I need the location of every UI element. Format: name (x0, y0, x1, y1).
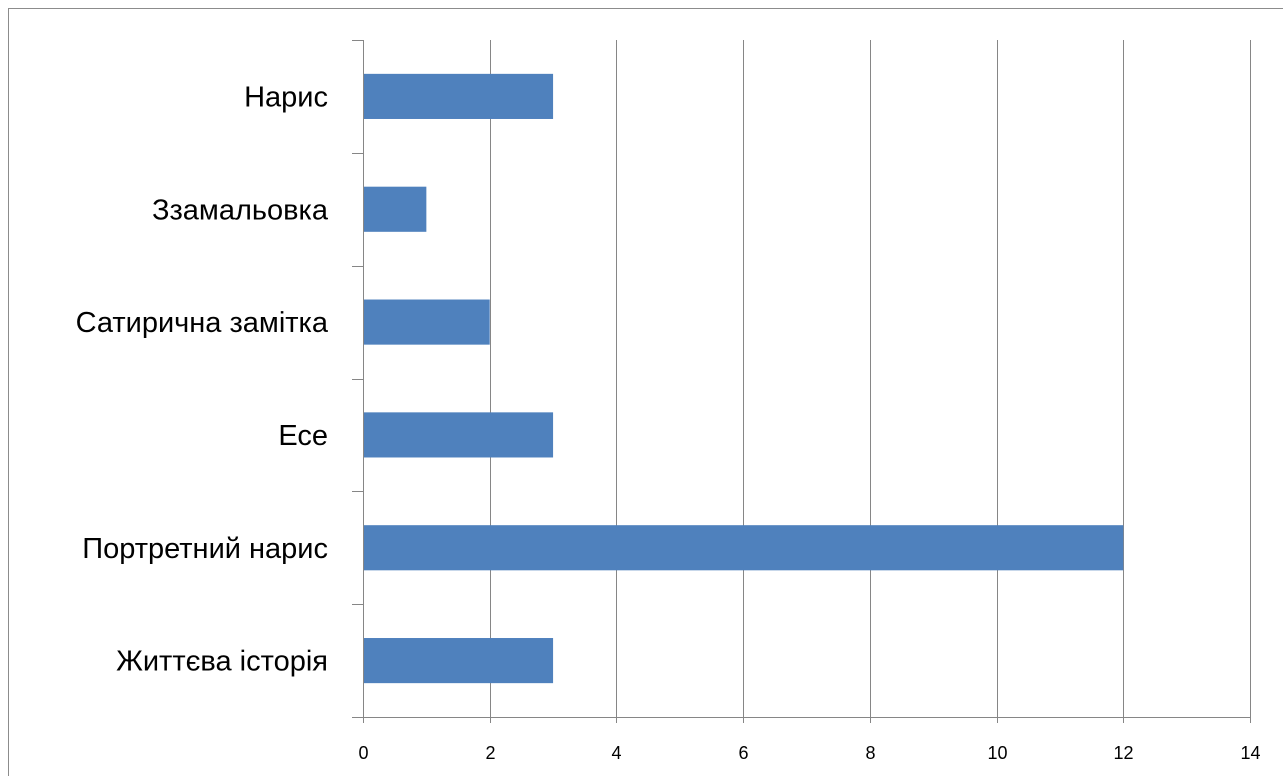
x-tick-label-4: 4 (611, 743, 621, 763)
bar-6 (364, 73, 554, 119)
category-label-1: Життєва історія (116, 646, 328, 678)
category-label-4: Сатирична замітка (76, 307, 329, 339)
x-tick-label-6: 6 (738, 743, 748, 763)
x-tick-labels: 0 2 4 6 8 10 12 14 (358, 743, 1260, 763)
axes (352, 40, 1251, 723)
category-label-3: Есе (278, 420, 328, 452)
bars (364, 73, 1124, 684)
bar-1 (364, 638, 554, 684)
x-tick-label-12: 12 (1113, 743, 1133, 763)
gridlines (490, 40, 1251, 717)
category-label-5: Ззамальовка (152, 194, 329, 226)
chart-frame (8, 8, 1283, 776)
x-tick-label-2: 2 (485, 743, 495, 763)
bar-2 (364, 525, 1124, 571)
bar-4 (364, 299, 490, 345)
x-tick-label-14: 14 (1240, 743, 1260, 763)
category-labels: Життєва історія Портретний нарис Есе Сатири… (76, 81, 329, 677)
x-tick-label-0: 0 (358, 743, 368, 763)
bar-5 (364, 186, 427, 232)
category-label-6: Нарис (244, 81, 328, 113)
x-tick-label-10: 10 (987, 743, 1007, 763)
category-label-2: Портретний нарис (82, 533, 328, 565)
bar-3 (364, 412, 554, 458)
x-tick-label-8: 8 (865, 743, 875, 763)
